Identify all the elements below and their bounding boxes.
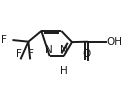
Text: O: O	[82, 49, 91, 59]
Text: N: N	[45, 45, 53, 55]
Text: F: F	[16, 49, 22, 59]
Text: N: N	[60, 45, 68, 55]
Text: F: F	[28, 49, 34, 59]
Text: F: F	[1, 35, 7, 45]
Text: OH: OH	[106, 37, 122, 47]
Text: H: H	[60, 66, 68, 76]
